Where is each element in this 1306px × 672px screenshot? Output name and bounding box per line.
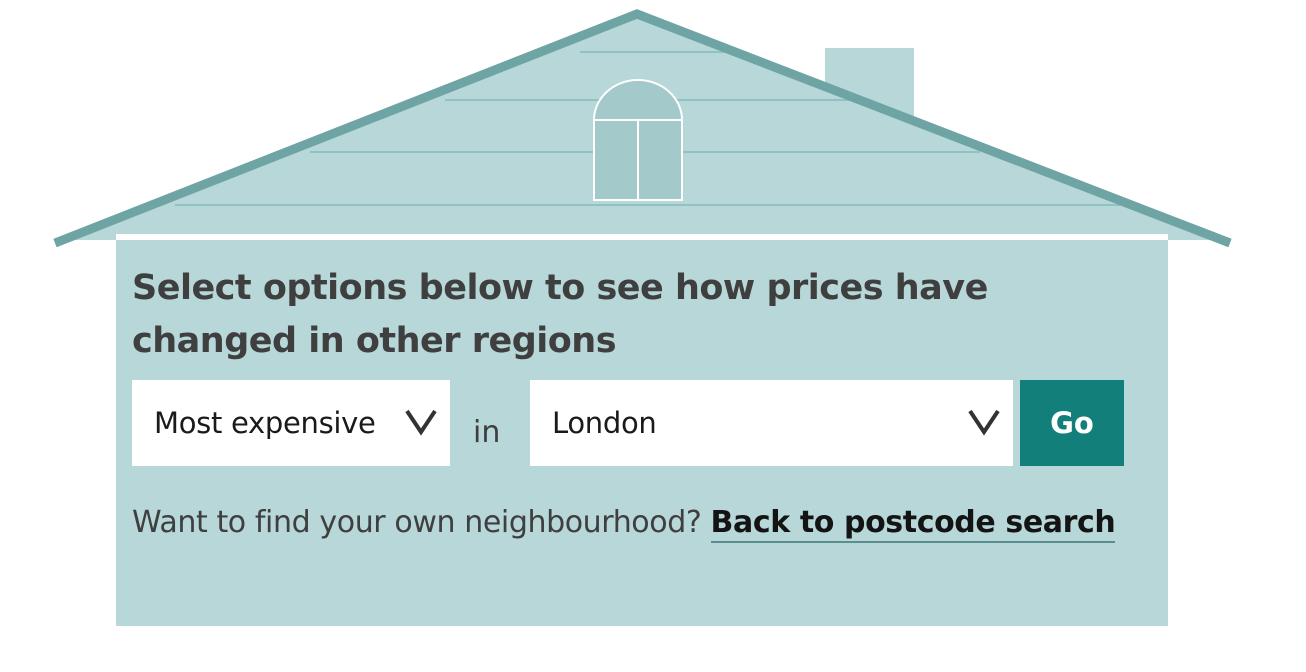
arched-window: [593, 79, 683, 201]
connector-label: in: [473, 415, 501, 450]
panel-heading: Select options below to see how prices h…: [132, 268, 988, 361]
chevron-down-icon: [968, 409, 1000, 436]
region-select[interactable]: London: [530, 380, 1013, 466]
options-panel: Select options below to see how prices h…: [116, 240, 1168, 626]
postcode-prompt-text: Want to find your own neighbourhood?: [132, 505, 711, 540]
go-button[interactable]: Go: [1020, 380, 1124, 466]
roof-edge: [53, 9, 1232, 248]
chevron-down-icon: [405, 409, 437, 436]
region-value: London: [552, 406, 657, 440]
price-type-select[interactable]: Most expensive: [132, 380, 450, 466]
back-to-postcode-search-link[interactable]: Back to postcode search: [710, 505, 1116, 543]
postcode-prompt: Want to find your own neighbourhood? Bac…: [132, 498, 1142, 547]
house-roof-illustration: [53, 9, 1232, 248]
filter-controls: Most expensive in London Go: [132, 380, 1132, 466]
price-type-value: Most expensive: [154, 406, 376, 440]
